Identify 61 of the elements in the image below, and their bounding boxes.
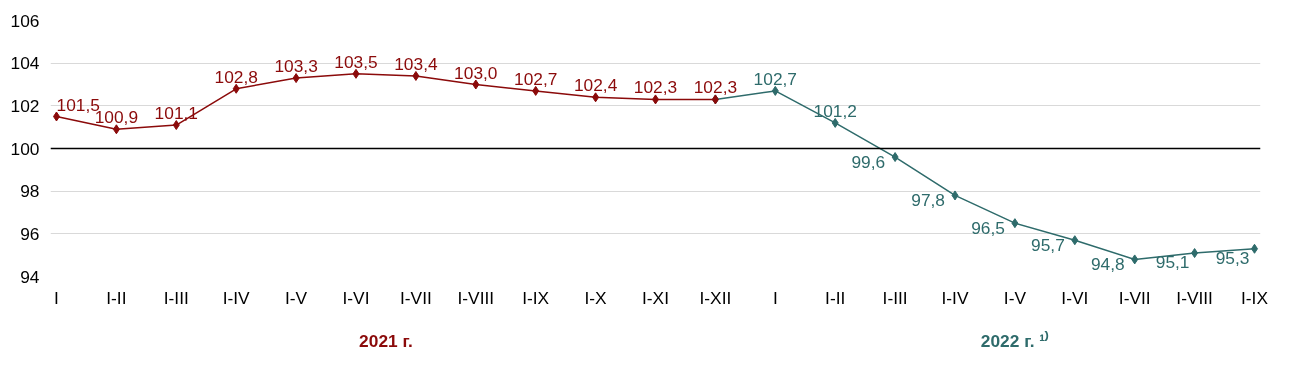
point — [951, 190, 959, 201]
text: 2022 г. ¹⁾ — [980, 329, 1050, 351]
point — [891, 152, 899, 163]
x-tick-label: I-IV — [941, 287, 969, 308]
point — [172, 120, 180, 131]
data-label: 103,4 — [394, 53, 438, 74]
y-tick-label: 106 — [10, 10, 40, 31]
point — [1071, 235, 1079, 246]
y-tick-label: 104 — [10, 53, 40, 74]
data-label: 95,7 — [1031, 235, 1065, 256]
point — [1011, 218, 1019, 229]
text: 2021 г. — [359, 330, 413, 351]
x-tick-label: I-VII — [400, 287, 432, 308]
x-tick-label: I-V — [1003, 287, 1027, 308]
data-label: 101,2 — [813, 100, 857, 121]
y-tick-label: 96 — [20, 223, 40, 244]
data-label: 101,1 — [154, 103, 198, 124]
y-tick-label: 94 — [20, 266, 40, 287]
data-label: 96,5 — [971, 218, 1005, 239]
data-label: 95,3 — [1215, 247, 1250, 268]
y-tick-label: 102 — [10, 95, 40, 116]
point — [1251, 243, 1259, 254]
point — [52, 111, 60, 122]
data-label: 102,8 — [214, 66, 258, 87]
y-tick-label: 98 — [20, 181, 40, 202]
data-label: 103,3 — [274, 56, 318, 77]
x-tick-label: I-VIII — [1176, 287, 1213, 308]
x-tick-label: I-VI — [1061, 287, 1089, 308]
x-tick-label: I-II — [106, 287, 127, 308]
data-label: 102,3 — [693, 77, 738, 98]
y-tick-label: 100 — [10, 138, 40, 159]
data-label: 97,8 — [911, 190, 946, 211]
x-tick-label: I-VII — [1118, 287, 1151, 308]
x-tick-label: I-IX — [522, 287, 550, 308]
data-label: 102,7 — [514, 68, 558, 89]
x-tick-label: I-III — [882, 287, 908, 308]
data-label: 102,7 — [753, 68, 797, 89]
point — [592, 92, 600, 103]
x-tick-label: I — [54, 287, 59, 308]
x-tick-label: I-IX — [1241, 287, 1269, 308]
x-tick-label: I-IV — [222, 287, 251, 308]
point — [1131, 254, 1139, 265]
x-tick-label: I-XII — [699, 287, 732, 308]
x-tick-label: I-II — [825, 287, 846, 308]
x-tick-label: I-VIII — [457, 287, 495, 308]
x-tick-label: I — [772, 287, 778, 308]
data-label: 94,8 — [1090, 254, 1125, 275]
x-tick-label: I-X — [584, 287, 608, 308]
data-label: 103,5 — [334, 51, 378, 72]
data-label: 99,6 — [851, 152, 886, 173]
x-tick-label: I-III — [163, 287, 189, 308]
point — [112, 124, 120, 135]
point — [1191, 248, 1199, 259]
x-tick-label: I-V — [285, 287, 308, 308]
point — [292, 73, 300, 84]
data-label: 102,4 — [573, 75, 618, 96]
data-label: 102,3 — [633, 77, 678, 98]
data-label: 95,1 — [1155, 252, 1190, 273]
data-label: 103,0 — [454, 62, 498, 83]
x-tick-label: I-VI — [342, 287, 370, 308]
x-tick-label: I-XI — [642, 287, 669, 308]
